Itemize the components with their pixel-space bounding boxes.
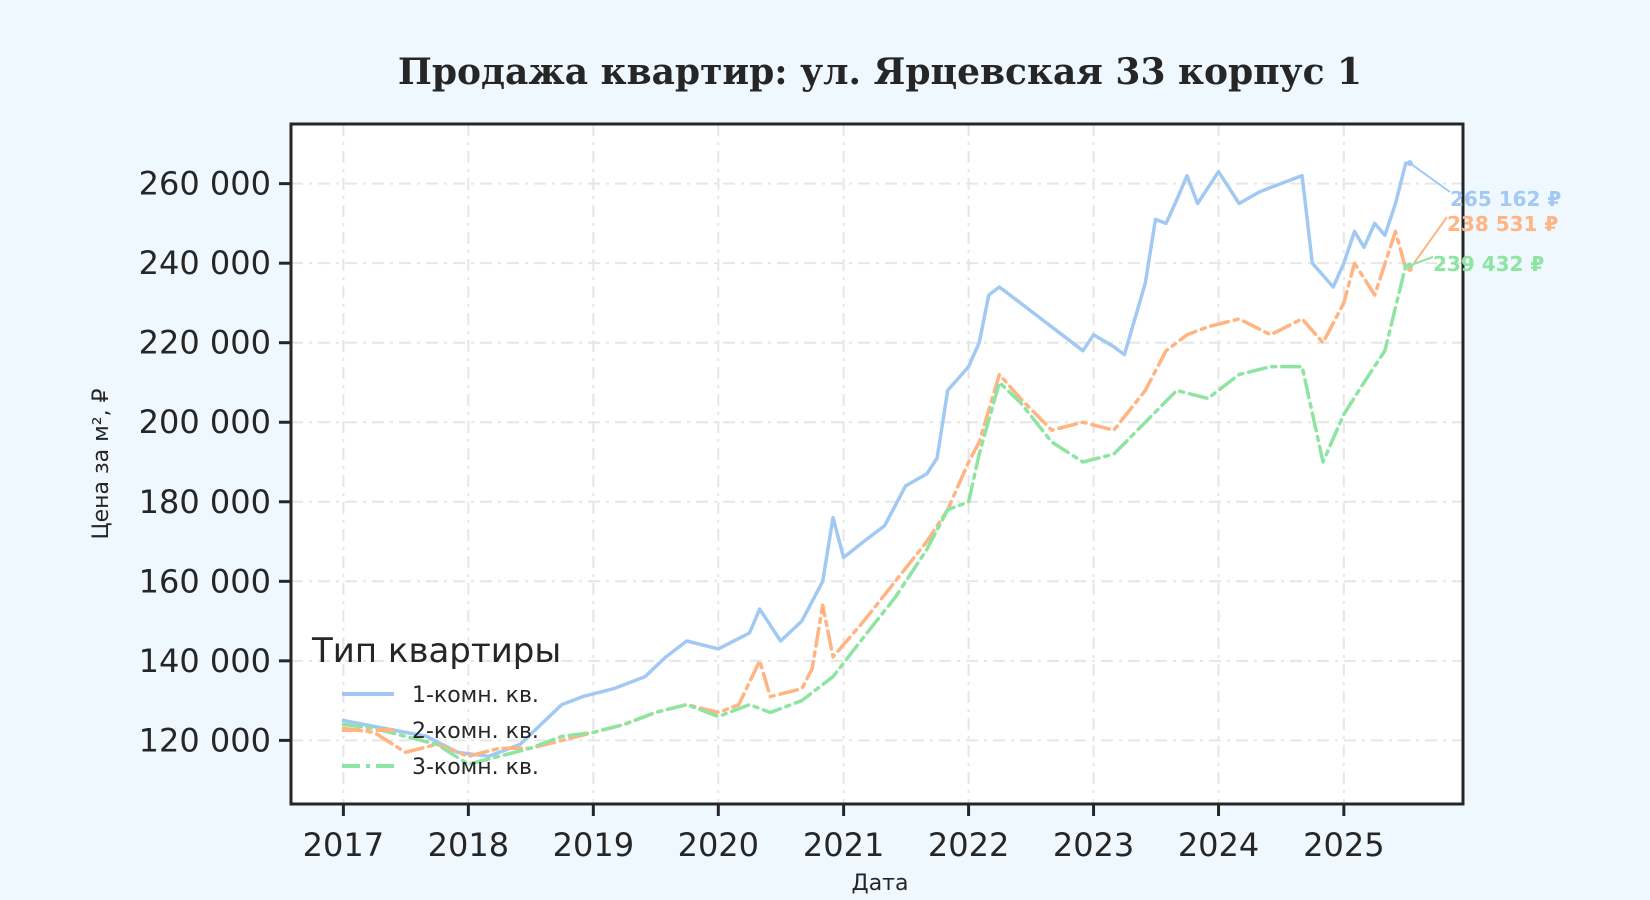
end-label-value: 239 432 ₽ [1433, 252, 1544, 276]
y-tick-label: 120 000 [139, 721, 271, 759]
x-tick-label: 2025 [1303, 826, 1384, 864]
y-tick-label: 240 000 [139, 244, 271, 282]
plot-area [291, 124, 1463, 804]
legend-entry-1: 1-комн. кв. [412, 683, 539, 708]
y-tick-label: 180 000 [139, 483, 271, 521]
x-tick-label: 2018 [428, 826, 509, 864]
end-label-pointer [1409, 216, 1448, 270]
x-axis-label: Дата [852, 871, 909, 896]
y-tick-label: 160 000 [139, 562, 271, 600]
end-labels: 265 162 ₽238 531 ₽ 239 432 ₽ [1406, 160, 1561, 276]
x-tick-label: 2023 [1053, 826, 1134, 864]
y-tick-label: 220 000 [139, 324, 271, 362]
end-label-value: 265 162 ₽ [1450, 187, 1561, 211]
grid [291, 124, 1463, 804]
y-tick-label: 140 000 [139, 642, 271, 680]
end-label-pointer [1409, 256, 1434, 267]
y-axis-label: Цена за м², ₽ [89, 388, 114, 539]
y-tick-label: 200 000 [139, 403, 271, 441]
legend-entry-2: 2-комн. кв. [412, 719, 539, 744]
x-tick-label: 2017 [303, 826, 384, 864]
legend-title: Тип квартиры [311, 631, 561, 671]
series-lines [341, 161, 1408, 766]
chart-title: Продажа квартир: ул. Ярцевская 33 корпус… [398, 51, 1362, 93]
end-label-pointer [1409, 162, 1451, 193]
x-tick-label: 2020 [678, 826, 759, 864]
axes: 2017 2018 2019 2020 2021 2022 2023 2024 2025 120 … [139, 165, 1385, 864]
y-tick-label: 260 000 [139, 165, 271, 203]
legend: Тип квартиры 1-комн. кв. 2-комн. кв. 3-комн… [311, 631, 561, 780]
end-label-dot [1406, 262, 1413, 269]
plot-frame [289, 122, 1465, 806]
series-line-3 [341, 263, 1408, 766]
x-tick-label: 2024 [1178, 826, 1259, 864]
legend-entry-3: 3-комн. кв. [412, 755, 539, 780]
x-tick-label: 2022 [928, 826, 1009, 864]
series-line-1 [341, 161, 1408, 759]
x-tick-label: 2019 [553, 826, 634, 864]
series-line-2 [341, 229, 1408, 759]
end-label-value: 238 531 ₽ [1447, 212, 1558, 236]
x-tick-label: 2021 [803, 826, 884, 864]
end-label-dot [1406, 160, 1413, 167]
